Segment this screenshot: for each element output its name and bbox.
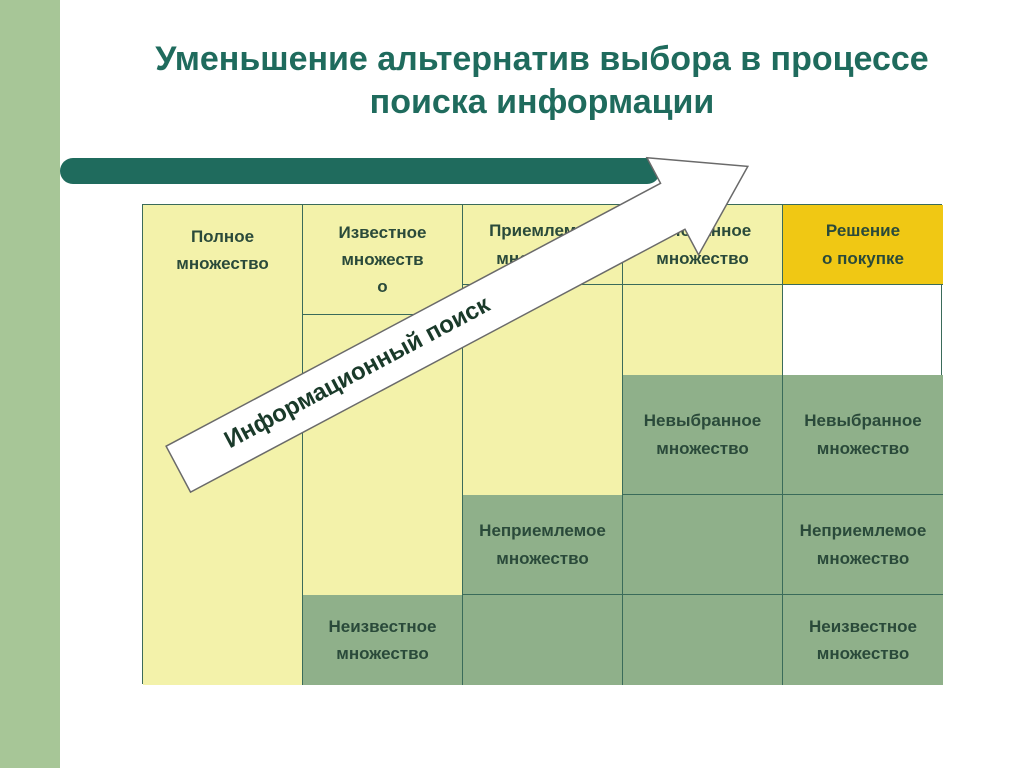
- diagram-cell: Неизвестноемножество: [783, 595, 943, 685]
- left-accent-bar: [0, 0, 60, 768]
- diagram-cell: Невыбранноемножество: [783, 375, 943, 495]
- diagram-cell: [623, 595, 783, 685]
- diagram-cell: Неприемлемоемножество: [783, 495, 943, 595]
- slide-title: Уменьшение альтернатив выбора в процессе…: [60, 0, 1024, 141]
- diagram-cell: [463, 595, 623, 685]
- column-header: Решениео покупке: [783, 205, 943, 285]
- slide-canvas: Уменьшение альтернатив выбора в процессе…: [60, 0, 1024, 768]
- diagram-cell: Неприемлемоемножество: [463, 495, 623, 595]
- diagram-cell: [623, 495, 783, 595]
- diagram-cell: Невыбранноемножество: [623, 375, 783, 495]
- title-underline: [60, 158, 660, 184]
- diagram-cell: Неизвестноемножество: [303, 595, 463, 685]
